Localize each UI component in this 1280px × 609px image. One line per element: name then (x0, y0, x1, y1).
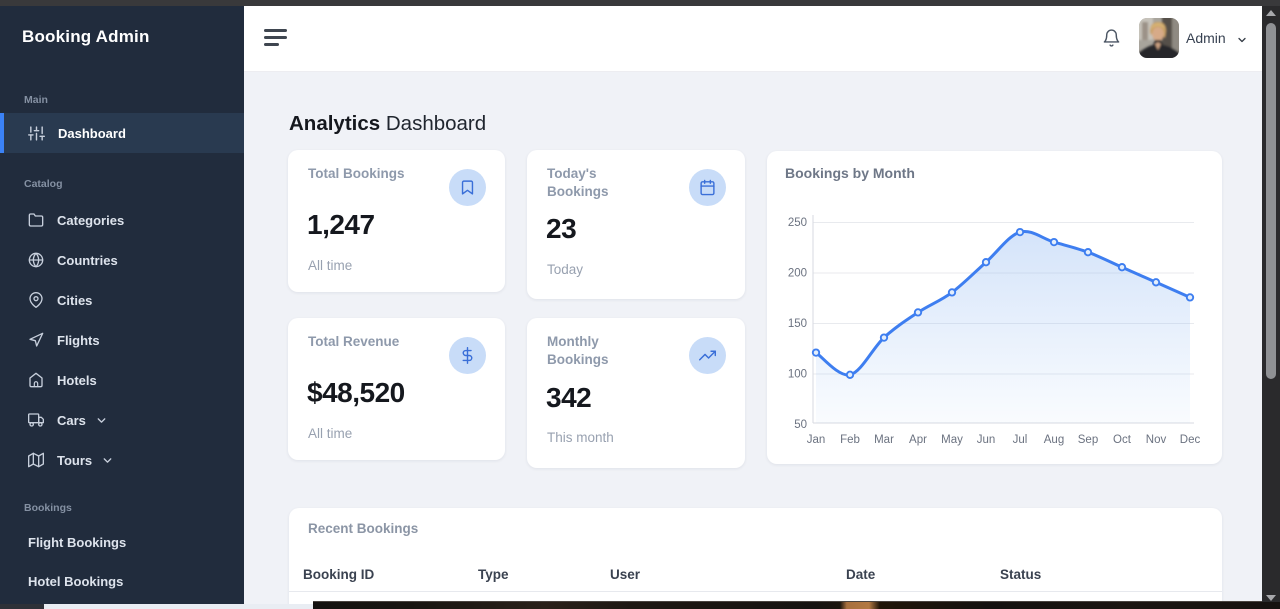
svg-text:Jul: Jul (1013, 434, 1028, 446)
svg-text:200: 200 (788, 268, 807, 280)
svg-text:Jun: Jun (977, 434, 996, 446)
svg-text:250: 250 (788, 217, 807, 229)
svg-text:Jan: Jan (807, 434, 826, 446)
svg-text:50: 50 (794, 419, 807, 431)
svg-text:Dec: Dec (1180, 434, 1201, 446)
svg-text:Feb: Feb (840, 434, 860, 446)
svg-text:Nov: Nov (1146, 434, 1167, 446)
svg-text:Apr: Apr (909, 434, 927, 446)
svg-text:Aug: Aug (1044, 434, 1064, 446)
svg-text:100: 100 (788, 369, 807, 381)
svg-text:May: May (941, 434, 963, 446)
svg-text:Mar: Mar (874, 434, 894, 446)
svg-text:Sep: Sep (1078, 434, 1098, 446)
svg-text:150: 150 (788, 318, 807, 330)
svg-text:Oct: Oct (1113, 434, 1132, 446)
